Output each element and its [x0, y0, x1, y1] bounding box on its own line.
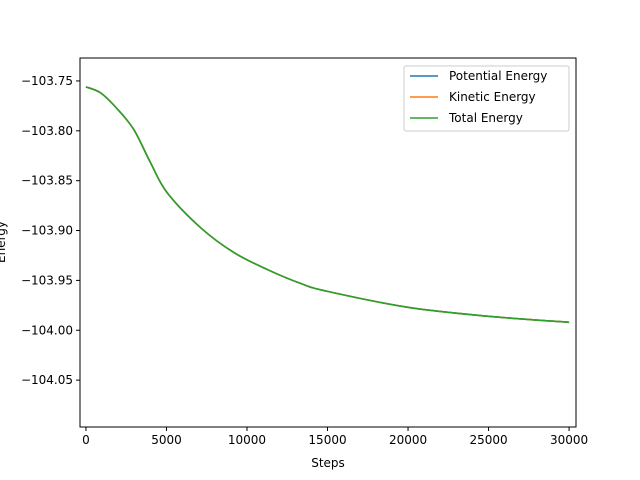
y-axis: −103.75 −103.80 −103.85 −103.90 −103.95 −104.… [21, 74, 80, 387]
x-tick-label: 15000 [308, 433, 346, 447]
x-tick-label: 20000 [389, 433, 427, 447]
y-tick-label: −104.05 [21, 373, 73, 387]
legend: Potential Energy Kinetic Energy Total Ener… [403, 65, 570, 132]
x-tick-label: 5000 [151, 433, 182, 447]
y-tick-label: −103.80 [21, 124, 73, 138]
legend-label: Kinetic Energy [449, 90, 536, 104]
y-tick-label: −103.75 [21, 74, 73, 88]
y-tick-label: −103.95 [21, 273, 73, 287]
x-tick-label: 30000 [550, 433, 588, 447]
series-layer [85, 86, 570, 324]
y-tick-label: −104.00 [21, 323, 73, 337]
x-axis: 0 5000 10000 15000 20000 25000 30000 [82, 427, 588, 447]
x-tick-label: 0 [82, 433, 90, 447]
x-tick-label: 25000 [469, 433, 507, 447]
y-axis-label: Energy [0, 221, 8, 263]
y-tick-label: −103.85 [21, 174, 73, 188]
legend-label: Total Energy [448, 111, 523, 125]
legend-label: Potential Energy [449, 69, 547, 83]
y-tick-label: −103.90 [21, 224, 73, 238]
series-line-total-energy [85, 86, 570, 324]
x-axis-label: Steps [311, 456, 345, 470]
legend-box [403, 65, 570, 132]
x-tick-label: 10000 [228, 433, 266, 447]
